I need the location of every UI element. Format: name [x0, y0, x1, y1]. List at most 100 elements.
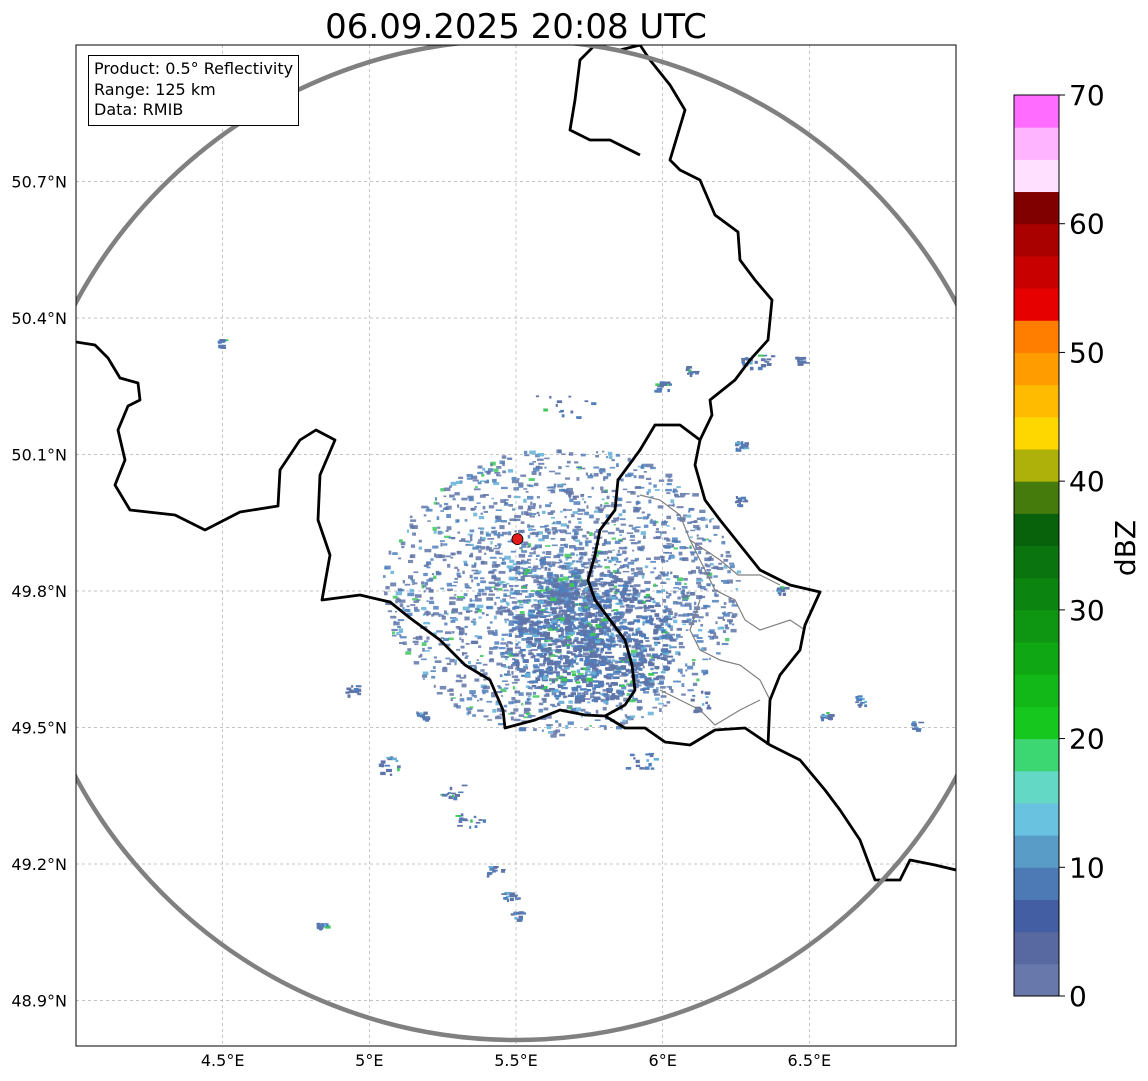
colorbar-segment [1014, 223, 1059, 257]
echo-pixel [494, 520, 497, 523]
echo-pixel [584, 672, 588, 675]
echo-pixel [573, 501, 581, 505]
echo-pixel [462, 606, 470, 611]
echo-pixel [604, 566, 610, 569]
echo-pixel [449, 617, 457, 619]
echo-pixel [580, 552, 583, 555]
echo-pixel [552, 532, 556, 535]
echo-pixel [596, 653, 602, 658]
echo-pixel [684, 602, 692, 607]
echo-pixel [502, 561, 507, 565]
echo-pixel [613, 612, 618, 616]
chart-title: 06.09.2025 20:08 UTC [325, 7, 707, 47]
colorbar-segment [1014, 706, 1059, 740]
echo-pixel [561, 687, 568, 690]
echo-pixel [500, 688, 507, 692]
echo-pixel [439, 531, 444, 534]
echo-pixel [608, 684, 613, 688]
echo-pixel [701, 669, 709, 673]
echo-pixel [604, 502, 609, 505]
echo-pixel [539, 561, 546, 566]
echo-pixel [559, 590, 563, 593]
echo-pixel [558, 665, 563, 669]
echo-pixel [634, 685, 639, 689]
echo-pixel [624, 558, 628, 562]
echo-pixel [583, 667, 587, 671]
echo-pixel [546, 571, 553, 576]
echo-pixel [564, 597, 569, 601]
echo-pixel [501, 455, 507, 459]
echo-pixel [508, 623, 515, 626]
echo-pixel [407, 592, 415, 597]
echo-pixel [620, 565, 625, 569]
echo-pixel [521, 586, 527, 589]
echo-pixel [441, 793, 447, 797]
echo-pixel [504, 656, 508, 661]
echo-pixel [534, 604, 537, 609]
echo-pixel [623, 633, 627, 637]
echo-pixel [466, 478, 473, 480]
echo-pixel [433, 501, 438, 505]
echo-pixel [446, 582, 452, 587]
echo-pixel [633, 682, 639, 686]
echo-pixel [692, 682, 698, 686]
echo-pixel [642, 616, 648, 620]
echo-pixel [632, 592, 638, 595]
echo-pixel [454, 577, 458, 580]
echo-pixel [512, 686, 515, 690]
echo-pixel [548, 652, 553, 656]
echo-pixel [695, 547, 703, 550]
echo-pixel [568, 587, 576, 590]
echo-pixel [607, 531, 615, 535]
echo-pixel [575, 591, 580, 596]
echo-pixel [422, 671, 429, 676]
echo-pixel [459, 627, 465, 632]
echo-pixel [571, 687, 579, 691]
echo-pixel [657, 574, 662, 577]
colorbar-segment [1014, 674, 1059, 707]
admin-border [659, 689, 761, 726]
echo-pixel [513, 894, 518, 897]
echo-pixel [673, 527, 676, 530]
echo-pixel [397, 625, 401, 629]
echo-pixel [545, 551, 552, 555]
echo-pixel [421, 581, 425, 585]
echo-pixel [687, 689, 694, 692]
echo-pixel [443, 495, 447, 498]
echo-pixel [433, 575, 437, 580]
echo-pixel [593, 696, 601, 700]
echo-pixel [668, 557, 671, 560]
echo-pixel [546, 725, 552, 730]
echo-pixel [473, 666, 478, 670]
echo-pixel [590, 695, 595, 699]
echo-pixel [668, 633, 675, 636]
echo-pixel [648, 662, 655, 667]
echo-pixel [436, 516, 440, 520]
echo-pixel [572, 689, 579, 692]
echo-pixel [444, 535, 451, 538]
echo-pixel [522, 574, 528, 578]
echo-pixel [797, 362, 804, 366]
echo-pixel [641, 633, 647, 638]
echo-pixel [614, 576, 619, 580]
echo-pixel [530, 649, 538, 651]
echo-pixel [565, 659, 572, 663]
echo-pixel [509, 893, 515, 898]
echo-pixel [409, 588, 414, 593]
echo-pixel [514, 515, 521, 518]
echo-pixel [519, 547, 523, 550]
echo-pixel [622, 570, 630, 573]
echo-pixel [423, 621, 431, 625]
echo-pixel [586, 665, 590, 669]
echo-pixel [591, 649, 596, 652]
echo-pixel [595, 670, 602, 675]
echo-pixel [583, 652, 590, 656]
echo-pixel [667, 389, 670, 393]
echo-pixel [517, 669, 522, 671]
echo-pixel [605, 550, 608, 555]
echo-pixel [633, 619, 641, 623]
echo-pixel [721, 541, 726, 545]
echo-pixel [473, 576, 478, 580]
colorbar-segment [1014, 802, 1059, 836]
echo-pixel [534, 590, 540, 595]
